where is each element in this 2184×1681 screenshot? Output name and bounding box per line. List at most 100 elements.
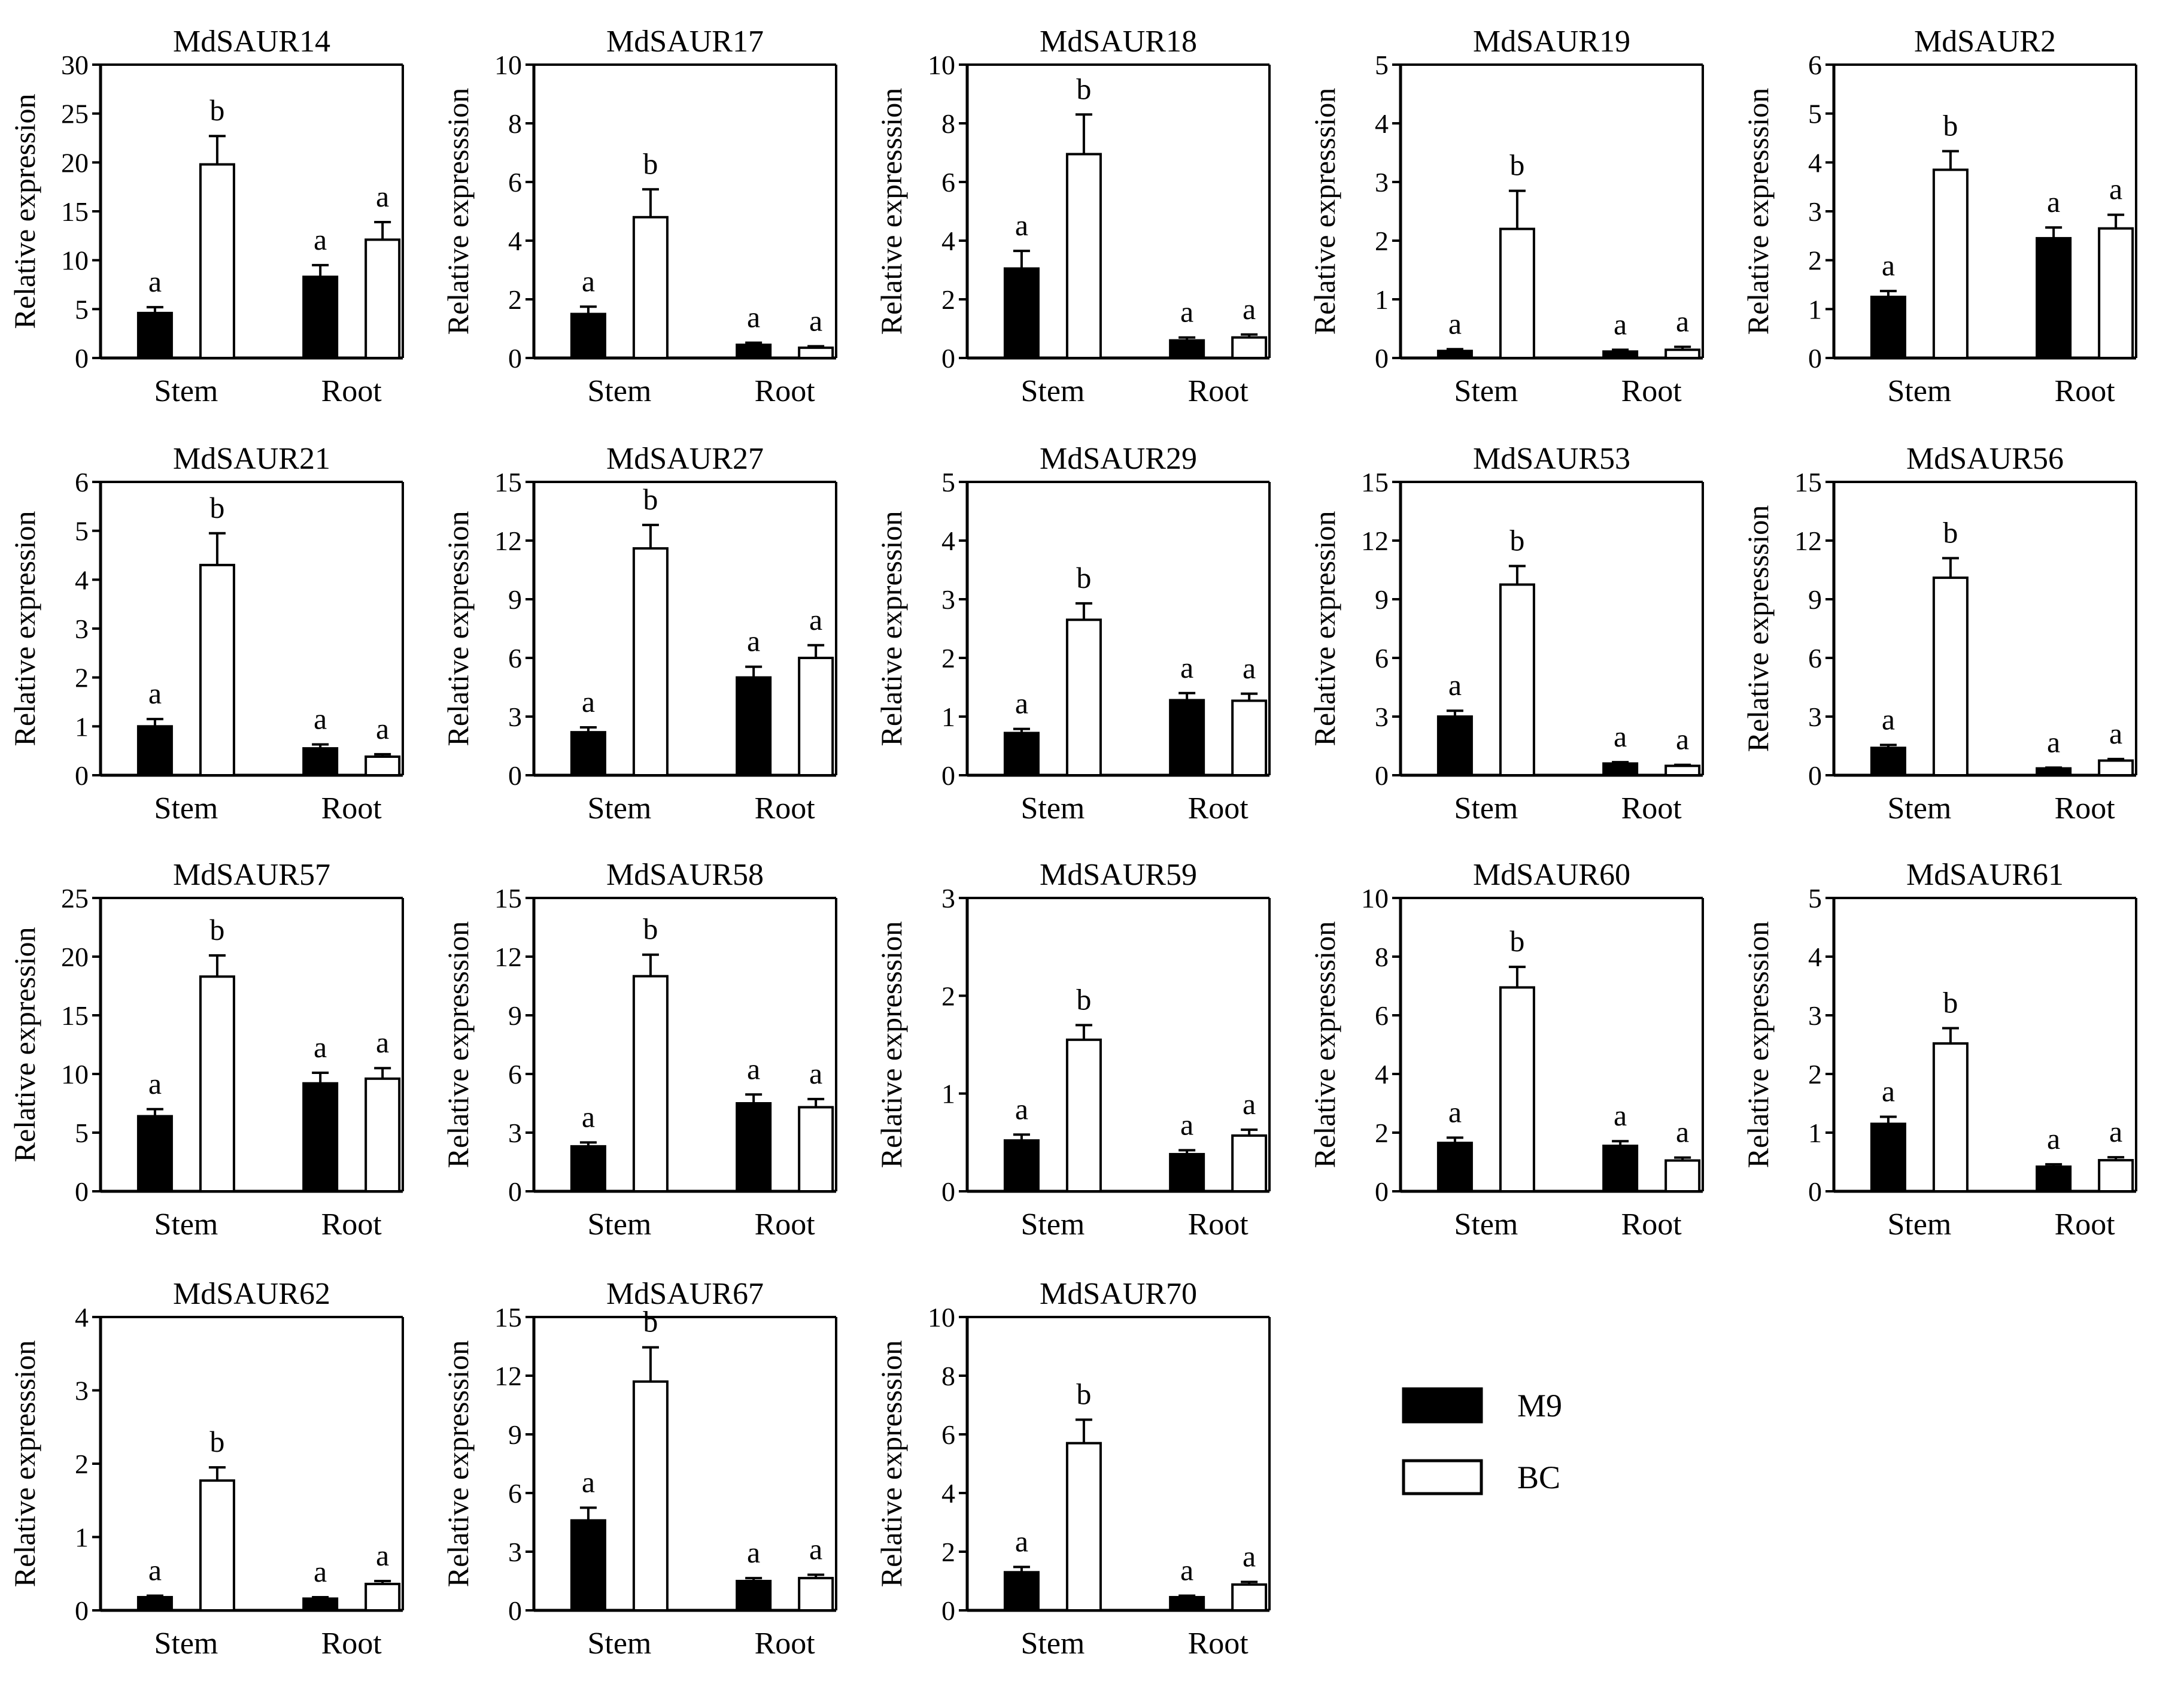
- bar-bc-stem: [632, 975, 669, 1193]
- bar-bc-stem: [1932, 1042, 1969, 1193]
- chart-panel-MdSAUR62: MdSAUR62 0 1 2 3 4 Relative expresssion Stem a b R…: [8, 1277, 404, 1661]
- y-tick-label: 2: [1808, 1059, 1822, 1090]
- y-tick-label: 10: [61, 245, 89, 276]
- significance-letter: a: [1882, 248, 1895, 282]
- significance-letter: b: [643, 147, 658, 180]
- x-category-label: Stem: [1454, 374, 1518, 408]
- significance-letter: a: [1243, 1539, 1256, 1573]
- significance-letter: a: [376, 180, 389, 213]
- significance-letter: a: [2047, 185, 2060, 219]
- significance-letter: a: [2109, 172, 2122, 206]
- significance-letter: b: [1943, 986, 1958, 1019]
- bar-bc-stem: [1065, 153, 1102, 359]
- y-tick-label: 6: [1375, 1000, 1389, 1031]
- y-tick-label: 10: [928, 1302, 955, 1333]
- chart-title: MdSAUR57: [173, 858, 330, 892]
- chart-title: MdSAUR2: [1914, 25, 2056, 59]
- x-category-label: Root: [1621, 1207, 1682, 1242]
- bar-bc-stem: [1065, 1038, 1102, 1193]
- x-category-label: Root: [755, 1207, 816, 1242]
- y-tick-label: 12: [494, 526, 522, 556]
- y-tick-label: 5: [75, 516, 89, 547]
- bar-bc-stem: [199, 163, 235, 359]
- y-tick-label: 4: [941, 226, 955, 256]
- y-tick-label: 20: [61, 942, 89, 972]
- bar-bc-root: [798, 1577, 834, 1612]
- y-axis-label: Relative expresssion: [874, 88, 908, 335]
- y-tick-label: 30: [61, 50, 89, 80]
- bar-m9-stem: [570, 312, 606, 359]
- y-tick-label: 1: [1808, 1118, 1822, 1148]
- bar-m9-stem: [1003, 1139, 1040, 1193]
- y-tick-label: 0: [508, 760, 522, 791]
- chart-panel-MdSAUR21: MdSAUR21 0 1 2 3 4 5 6 Relative expression Stem a b…: [8, 442, 404, 826]
- y-tick-label: 3: [1808, 702, 1822, 732]
- significance-letter: a: [1015, 1092, 1028, 1125]
- y-tick-label: 0: [1375, 343, 1389, 374]
- y-tick-label: 2: [941, 284, 955, 315]
- bar-m9-stem: [136, 1115, 173, 1193]
- bar-m9-root: [2036, 1165, 2072, 1193]
- bar-bc-root: [2098, 759, 2134, 776]
- y-tick-label: 6: [75, 467, 89, 497]
- y-tick-label: 1: [1375, 284, 1389, 315]
- chart-panel-MdSAUR17: MdSAUR17 0 2 4 6 8 10 Relative expresssion Stem a…: [441, 25, 837, 408]
- y-tick-label: 0: [75, 1595, 89, 1626]
- x-category-label: Root: [1188, 1207, 1249, 1242]
- y-tick-label: 10: [928, 50, 955, 80]
- y-axis-label: Relative expresssion: [441, 1340, 475, 1587]
- y-axis-label: Relative expresssion: [441, 921, 475, 1168]
- bar-m9-stem: [1436, 1142, 1473, 1193]
- significance-letter: b: [1076, 1377, 1091, 1411]
- y-tick-label: 6: [1808, 50, 1822, 80]
- significance-letter: a: [1180, 651, 1193, 684]
- y-tick-label: 5: [941, 467, 955, 497]
- y-tick-label: 3: [1808, 1000, 1822, 1031]
- significance-letter: a: [376, 1025, 389, 1059]
- y-axis-label: Relative expression: [8, 927, 41, 1163]
- chart-panel-MdSAUR61: MdSAUR61 0 1 2 3 4 5 Relative expresssion Stem a b…: [1741, 858, 2137, 1242]
- y-tick-label: 0: [941, 343, 955, 374]
- bar-m9-root: [1602, 350, 1639, 359]
- y-axis-label: Relative expression: [1308, 511, 1341, 747]
- significance-letter: a: [1448, 307, 1462, 340]
- y-tick-label: 25: [61, 99, 89, 129]
- y-tick-label: 15: [61, 1000, 89, 1031]
- bar-m9-stem: [1003, 1571, 1040, 1612]
- chart-panel-MdSAUR18: MdSAUR18 0 2 4 6 8 10 Relative expresssion Stem a…: [874, 25, 1271, 408]
- y-tick-label: 8: [941, 108, 955, 139]
- significance-letter: a: [148, 265, 162, 298]
- y-axis-label: Relative expresssion: [1741, 88, 1775, 335]
- y-tick-label: 15: [494, 883, 522, 914]
- bar-m9-stem: [570, 1145, 606, 1193]
- y-axis-label: Relative expresssion: [1741, 505, 1775, 752]
- y-tick-label: 10: [61, 1059, 89, 1090]
- legend-swatch-m9: [1402, 1387, 1483, 1424]
- significance-letter: a: [747, 301, 760, 334]
- x-category-label: Root: [755, 1627, 816, 1661]
- y-tick-label: 9: [1375, 584, 1389, 615]
- significance-letter: b: [1943, 109, 1958, 142]
- significance-letter: a: [2047, 1122, 2060, 1155]
- legend-swatch-bc: [1402, 1459, 1483, 1495]
- x-category-label: Stem: [1887, 791, 1951, 826]
- significance-letter: a: [314, 223, 327, 256]
- x-category-label: Stem: [1020, 1207, 1085, 1242]
- x-category-label: Stem: [154, 1627, 218, 1661]
- legend-label-bc: BC: [1517, 1460, 1560, 1495]
- bar-bc-stem: [199, 1479, 235, 1612]
- bar-m9-root: [736, 343, 772, 360]
- significance-letter: a: [376, 712, 389, 745]
- significance-letter: a: [1676, 723, 1689, 756]
- y-tick-label: 0: [75, 343, 89, 374]
- bar-bc-root: [1664, 1159, 1701, 1193]
- x-category-label: Stem: [1020, 791, 1085, 826]
- bar-bc-stem: [632, 216, 669, 359]
- y-tick-label: 9: [508, 1000, 522, 1031]
- x-category-label: Root: [321, 1627, 382, 1661]
- significance-letter: b: [209, 491, 224, 524]
- bar-m9-stem: [1436, 715, 1473, 776]
- y-tick-label: 3: [508, 1537, 522, 1567]
- significance-letter: a: [809, 1533, 822, 1566]
